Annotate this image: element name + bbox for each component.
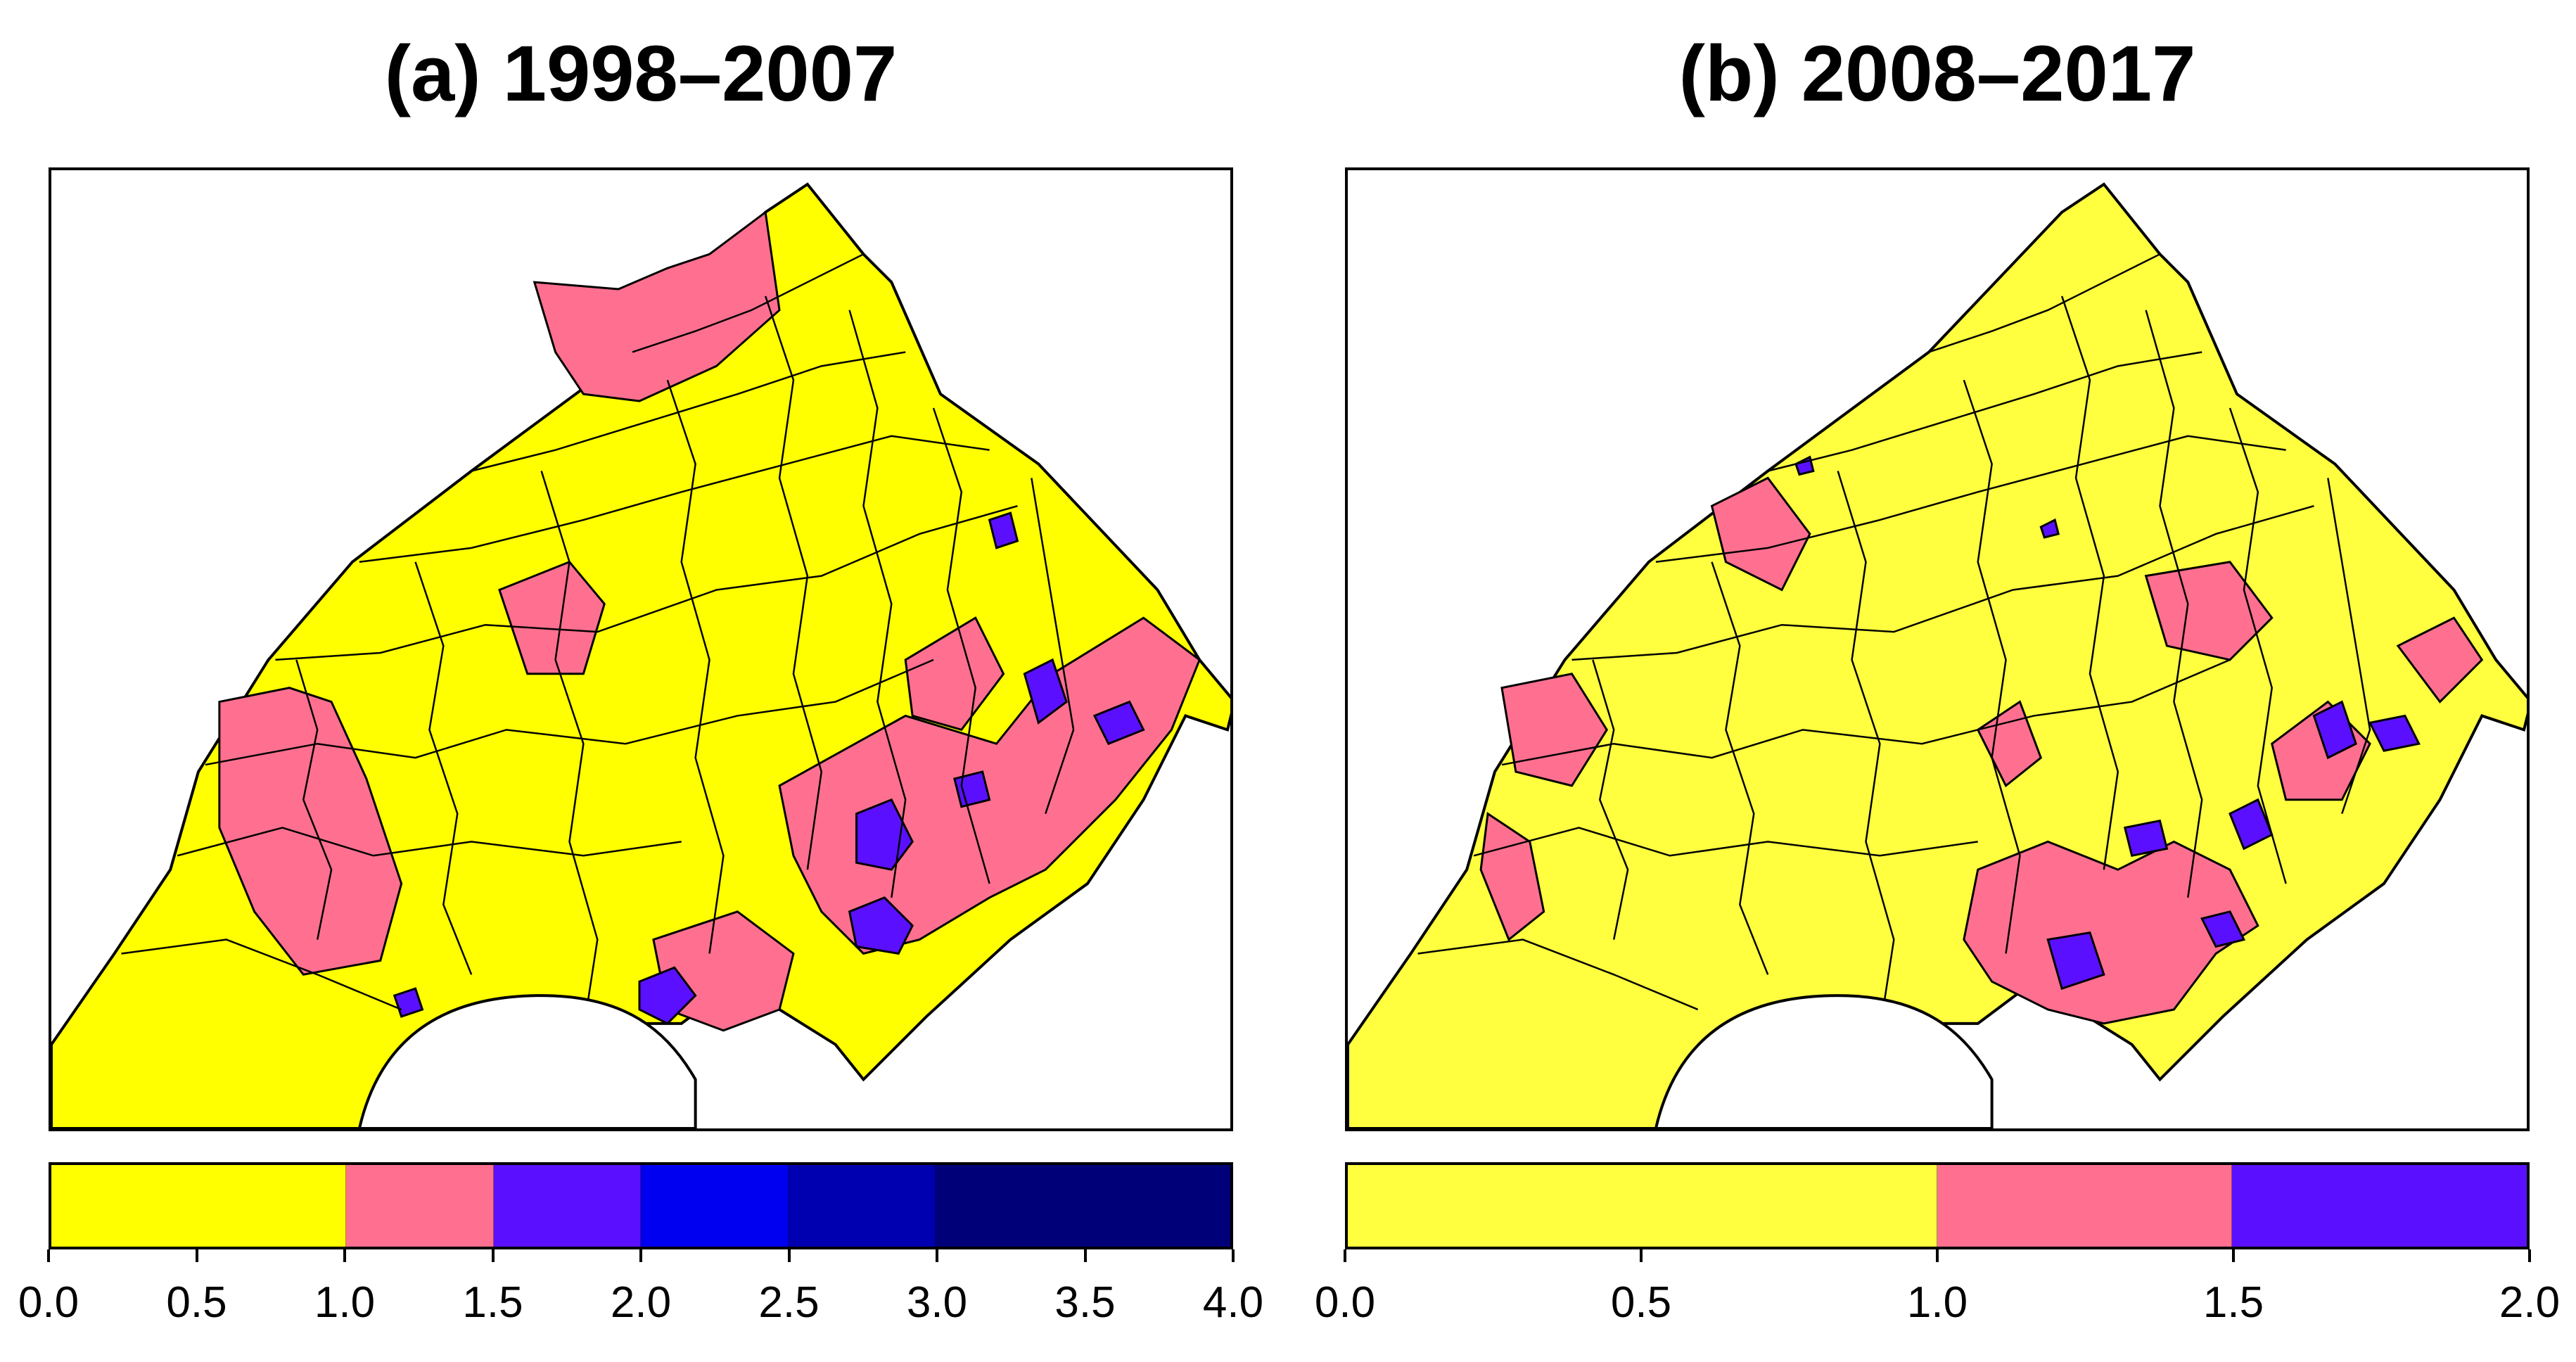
panel-a-title: (a) 1998–2007 bbox=[384, 30, 898, 117]
colorbar-b-ticks: 0.0 0.5 1.0 1.5 2.0 bbox=[1315, 1249, 2560, 1334]
colorbar-tick-label: 0.0 bbox=[18, 1278, 79, 1327]
colorbar-tick-label: 1.0 bbox=[314, 1278, 376, 1327]
colorbar-tick-label: 3.5 bbox=[1054, 1278, 1116, 1327]
region-category-1.5-2 bbox=[393, 511, 1145, 1025]
colorbar-segment bbox=[641, 1165, 789, 1247]
colorbar-segment bbox=[493, 1165, 641, 1247]
colorbar-segment bbox=[1348, 1165, 1937, 1247]
colorbar-tick-mark bbox=[47, 1249, 50, 1262]
colorbar-tick-label: 1.0 bbox=[1906, 1278, 1968, 1327]
colorbar-segment bbox=[788, 1165, 936, 1247]
colorbar-tick-label: 0.5 bbox=[166, 1278, 227, 1327]
colorbar-tick-label: 0.5 bbox=[1610, 1278, 1672, 1327]
map-panel-a bbox=[49, 167, 1233, 1131]
colorbar-tick-mark bbox=[491, 1249, 495, 1262]
region-category-1-1.5 bbox=[218, 210, 1201, 1032]
colorbar-tick-mark bbox=[1936, 1249, 1939, 1262]
choropleth-map-b bbox=[1348, 182, 2527, 1128]
colorbar-tick-mark bbox=[2232, 1249, 2235, 1262]
district-boundaries bbox=[1417, 253, 2371, 1031]
colorbar-segment bbox=[1937, 1165, 2232, 1247]
region-category-1.5-2 bbox=[1794, 455, 2421, 991]
colorbar-tick-label: 1.5 bbox=[462, 1278, 523, 1327]
colorbar-tick-mark bbox=[1640, 1249, 1643, 1262]
colorbar-segment bbox=[51, 1165, 346, 1247]
colorbar-tick-mark bbox=[936, 1249, 938, 1262]
colorbar-tick-mark bbox=[195, 1249, 198, 1262]
colorbar-tick-mark bbox=[343, 1249, 346, 1262]
bay-water bbox=[1654, 994, 1994, 1128]
colorbar-tick-mark bbox=[2528, 1249, 2531, 1262]
colorbar-segment bbox=[2232, 1165, 2527, 1247]
colorbar-tick-mark bbox=[639, 1249, 642, 1262]
colorbar-a bbox=[49, 1162, 1233, 1249]
choropleth-map-a bbox=[51, 182, 1230, 1128]
colorbar-segment bbox=[936, 1165, 1230, 1247]
colorbar-tick-mark bbox=[1344, 1249, 1346, 1262]
colorbar-tick-label: 4.0 bbox=[1202, 1278, 1264, 1327]
bay-water bbox=[357, 994, 697, 1128]
colorbar-tick-label: 2.0 bbox=[2499, 1278, 2561, 1327]
colorbar-tick-mark bbox=[787, 1249, 791, 1262]
colorbar-tick-mark bbox=[1232, 1249, 1235, 1262]
land-base bbox=[1348, 182, 2527, 1128]
colorbar-segment bbox=[346, 1165, 494, 1247]
colorbar-tick-label: 2.0 bbox=[610, 1278, 672, 1327]
colorbar-a-ticks: 0.0 0.5 1.0 1.5 2.0 2.5 3.0 3.5 4.0 bbox=[18, 1249, 1263, 1334]
colorbar-b bbox=[1345, 1162, 2530, 1249]
panel-b-title: (b) 2008–2017 bbox=[1678, 30, 2196, 117]
colorbar-tick-label: 3.0 bbox=[906, 1278, 968, 1327]
map-panel-b bbox=[1345, 167, 2530, 1131]
colorbar-tick-label: 2.5 bbox=[758, 1278, 820, 1327]
colorbar-tick-label: 0.0 bbox=[1314, 1278, 1376, 1327]
district-boundaries bbox=[121, 253, 1075, 1031]
colorbar-tick-label: 1.5 bbox=[2202, 1278, 2264, 1327]
colorbar-tick-mark bbox=[1083, 1249, 1087, 1262]
